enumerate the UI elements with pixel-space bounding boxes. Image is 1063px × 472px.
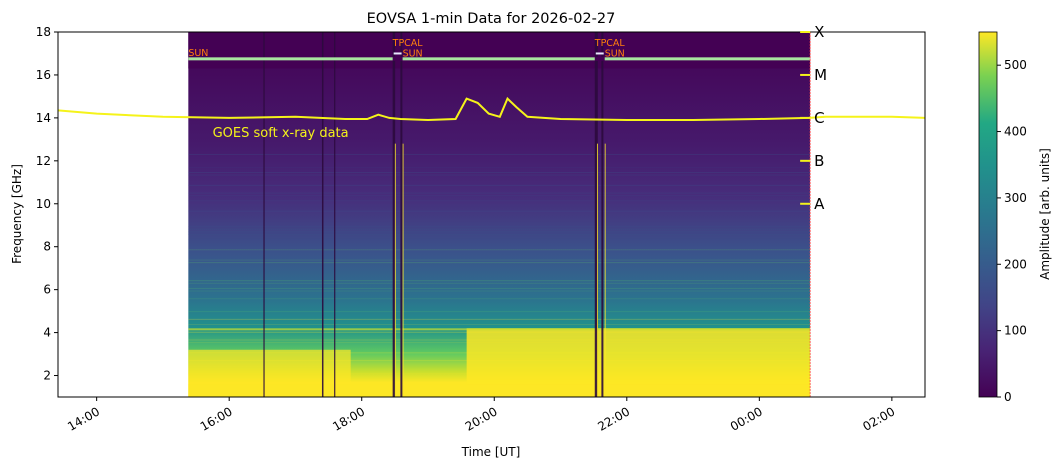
colorbar-tick-label: 0: [1004, 390, 1012, 404]
spectrogram-striation: [188, 311, 811, 313]
x-tick-label: 02:00: [860, 404, 897, 433]
spectrogram-striation: [188, 298, 811, 300]
spectrogram-striation: [188, 153, 811, 155]
spectrogram-striation: [188, 287, 811, 289]
spectrogram-striation: [188, 205, 811, 207]
spectrogram-cal-streak: [402, 143, 404, 397]
scan-label: TPCAL: [594, 38, 626, 49]
colorbar-tick-label: 500: [1004, 58, 1027, 72]
y-tick-label: 6: [43, 283, 51, 297]
plot-frame: [57, 31, 926, 398]
x-tick-label: 18:00: [330, 404, 367, 433]
spectrogram-striation: [188, 200, 811, 202]
x-axis: 14:00 16:00 18:00 20:00 22:00 00:00 02:00: [65, 397, 897, 434]
scan-label: TPCAL: [392, 38, 424, 49]
tpcal-gap: [594, 56, 605, 61]
y-tick-label: 10: [36, 197, 51, 211]
spectrogram-striation: [188, 238, 811, 240]
y-axis-label: Frequency [GHz]: [10, 164, 24, 264]
scan-label: SUN: [403, 49, 423, 60]
spectrogram-striation: [188, 195, 811, 197]
spectrogram-upper-band: [188, 32, 811, 69]
spectrogram-striation: [188, 226, 811, 228]
spectrogram-striation: [188, 249, 811, 251]
goes-class-label: A: [814, 195, 825, 213]
spectrogram-striation: [188, 324, 811, 325]
colorbar-tick-label: 300: [1004, 191, 1027, 205]
colorbar-gradient: [978, 31, 998, 398]
spectrogram-gap: [263, 32, 265, 397]
goes-class-label: B: [814, 152, 824, 170]
x-tick-label: 14:00: [65, 404, 102, 433]
colorbar: 0 100 200 300 400 500 Amplitude [arb. units]: [978, 31, 1052, 404]
tpcal-gap: [392, 56, 403, 61]
x-tick-label: 20:00: [463, 404, 500, 433]
y-tick-label: 14: [36, 111, 51, 125]
colorbar-tick-label: 400: [1004, 125, 1027, 139]
scan-label: SUN: [605, 49, 625, 60]
spectrogram-gap: [601, 32, 604, 397]
goes-curve: [58, 96, 925, 122]
y-axis: 2 4 6 8 10 12 14 16 18: [36, 25, 58, 383]
spectrogram-striation: [188, 259, 811, 261]
spectrogram-gap: [334, 32, 336, 397]
spectrogram-striation: [188, 290, 811, 292]
scan-label: SUN: [188, 48, 208, 59]
y-tick-label: 8: [43, 240, 51, 254]
spectrogram: [188, 32, 811, 397]
spectrogram-striation: [188, 231, 811, 233]
spectrogram-striation: [188, 318, 811, 320]
spectrogram-gap: [321, 32, 324, 397]
x-tick-label: 16:00: [198, 404, 235, 433]
spectrogram-striation: [188, 262, 811, 264]
spectrogram-cal-streak: [596, 143, 598, 397]
spectrogram-low-band: [188, 384, 811, 397]
x-tick-label: 22:00: [595, 404, 632, 433]
spectrogram-striation: [188, 192, 811, 194]
y-tick-label: 18: [36, 25, 51, 39]
spectrogram-striation: [188, 174, 811, 176]
spectrogram-striation: [188, 228, 811, 230]
sun-scan-line: [188, 57, 811, 61]
spectrogram-flare-block: [466, 328, 811, 385]
colorbar-ticks: 0 100 200 300 400 500: [997, 58, 1027, 404]
goes-class-label: X: [814, 23, 824, 41]
goes-annotation: GOES soft x-ray data: [213, 126, 349, 141]
colorbar-label: Amplitude [arb. units]: [1038, 148, 1052, 280]
tpcal-marker: [393, 52, 402, 55]
spectrogram-striation: [188, 184, 811, 186]
y-tick-label: 2: [43, 369, 51, 383]
spectrogram-early-block: [188, 349, 351, 385]
spectrogram-gap: [392, 32, 396, 397]
spectrogram-cal-streak: [604, 143, 606, 397]
spectrogram-gap: [594, 32, 598, 397]
y-tick-label: 12: [36, 154, 51, 168]
goes-class-label: C: [814, 109, 824, 127]
spectrogram-cal-streak: [394, 143, 396, 397]
spectrogram-striation: [188, 280, 811, 282]
spectrogram-striation: [188, 233, 811, 235]
spectrogram-striation: [188, 282, 811, 284]
spectrogram-striation: [188, 171, 811, 173]
colorbar-tick-label: 100: [1004, 324, 1027, 338]
spectrogram-striation: [188, 166, 811, 168]
tpcal-marker: [595, 52, 604, 55]
spectrogram-gap: [400, 32, 403, 397]
x-axis-label: Time [UT]: [461, 445, 521, 459]
chart-title: EOVSA 1-min Data for 2026-02-27: [367, 11, 616, 27]
y-tick-label: 4: [43, 326, 51, 340]
spectrogram-striation: [188, 210, 811, 212]
spectrogram-4ghz-line: [188, 328, 811, 331]
colorbar-tick-label: 200: [1004, 257, 1027, 271]
x-tick-label: 00:00: [728, 404, 765, 433]
goes-class-label: M: [814, 66, 827, 84]
y-tick-label: 16: [36, 68, 51, 82]
